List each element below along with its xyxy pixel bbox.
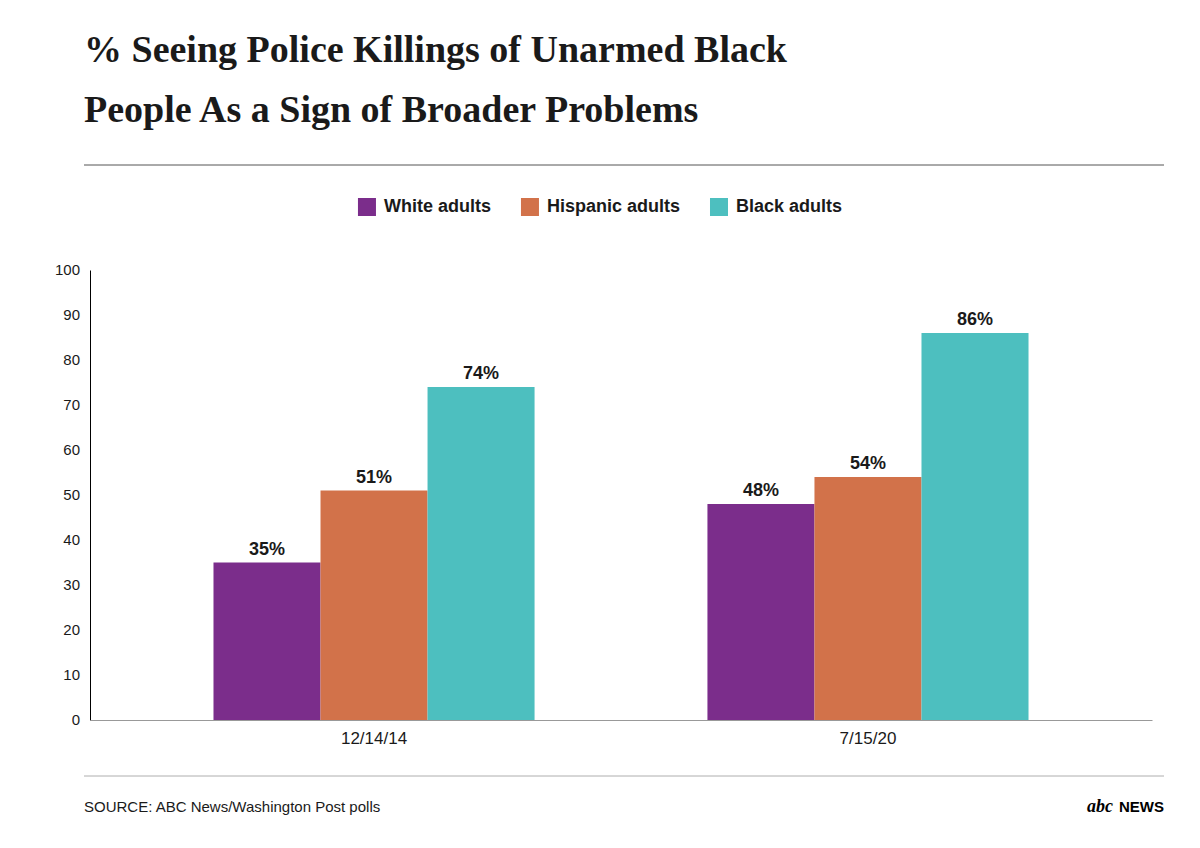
data-label: 35% <box>249 539 285 559</box>
y-tick: 40 <box>63 531 90 548</box>
y-tick-label: 60 <box>63 441 80 458</box>
data-label: 54% <box>850 453 886 473</box>
logo-abc: abc <box>1087 796 1113 816</box>
y-tick: 50 <box>63 486 90 503</box>
y-tick-label: 20 <box>63 621 80 638</box>
x-tick: 12/14/14 <box>341 720 407 748</box>
y-tick-label: 40 <box>63 531 80 548</box>
legend-item: Hispanic adults <box>521 196 680 216</box>
y-tick-label: 100 <box>55 261 80 278</box>
y-axis-line <box>90 271 91 721</box>
y-tick-label: 70 <box>63 396 80 413</box>
y-tick-label: 90 <box>63 306 80 323</box>
bar <box>321 491 428 721</box>
legend-label: White adults <box>384 196 491 216</box>
x-axis-line <box>91 720 1153 721</box>
data-label: 86% <box>957 309 993 329</box>
legend-swatch <box>710 198 728 216</box>
bar <box>428 387 535 720</box>
y-tick: 10 <box>63 666 90 683</box>
legend-swatch <box>521 198 539 216</box>
y-tick: 70 <box>63 396 90 413</box>
y-axis: 0 10 20 30 40 50 60 70 80 90 100 <box>55 261 91 728</box>
bar <box>921 333 1028 720</box>
y-tick: 60 <box>63 441 90 458</box>
y-tick-label: 0 <box>72 711 80 728</box>
chart: % Seeing Police Killings of Unarmed Blac… <box>0 0 1200 848</box>
x-tick-label: 12/14/14 <box>341 729 407 748</box>
legend: White adults Hispanic adults Black adults <box>358 196 842 216</box>
y-tick: 30 <box>63 576 90 593</box>
bar <box>707 504 814 720</box>
legend-swatch <box>358 198 376 216</box>
legend-item: Black adults <box>710 196 842 216</box>
legend-label: Black adults <box>736 196 842 216</box>
bars <box>213 333 1028 720</box>
data-label: 51% <box>356 467 392 487</box>
footer-rule <box>84 776 1164 777</box>
title: People As a Sign of Broader Problems <box>84 88 698 130</box>
y-tick: 100 <box>55 261 90 278</box>
title-rule <box>84 165 1164 166</box>
bar <box>213 563 320 721</box>
y-tick-label: 10 <box>63 666 80 683</box>
data-label: 48% <box>743 480 779 500</box>
bar <box>814 477 921 720</box>
y-tick-label: 80 <box>63 351 80 368</box>
x-tick-label: 7/15/20 <box>840 729 897 748</box>
y-tick: 0 <box>72 711 90 728</box>
title: % Seeing Police Killings of Unarmed Blac… <box>84 28 788 70</box>
y-tick-label: 50 <box>63 486 80 503</box>
logo-news: NEWS <box>1119 798 1164 815</box>
data-label: 74% <box>463 363 499 383</box>
data-labels: 35% 48% 51% 54% 74% 86% <box>249 309 993 559</box>
x-axis: 12/14/14 7/15/20 <box>91 720 1153 748</box>
y-tick: 90 <box>63 306 90 323</box>
legend-label: Hispanic adults <box>547 196 680 216</box>
legend-item: White adults <box>358 196 491 216</box>
source: SOURCE: ABC News/Washington Post polls <box>84 798 380 815</box>
y-tick-label: 30 <box>63 576 80 593</box>
y-tick: 80 <box>63 351 90 368</box>
x-tick: 7/15/20 <box>840 720 897 748</box>
y-tick: 20 <box>63 621 90 638</box>
plot: 0 10 20 30 40 50 60 70 80 90 100 12/14/14 7/15/20 35%… <box>55 261 1153 748</box>
